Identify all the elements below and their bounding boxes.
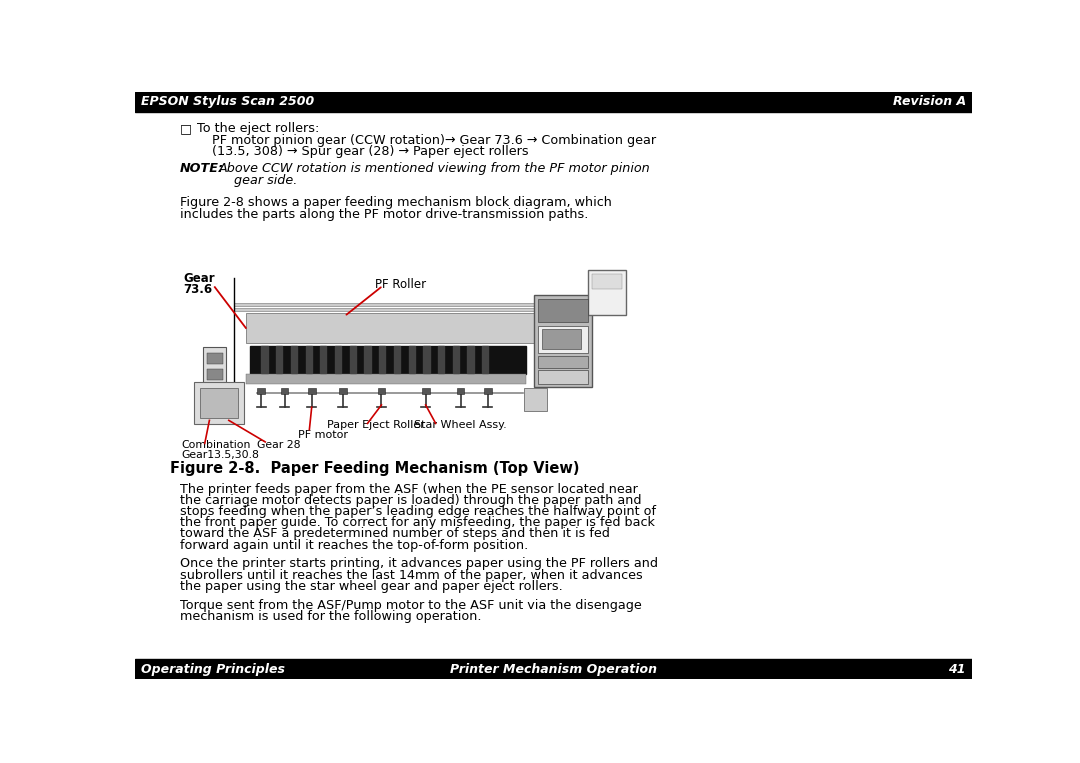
Bar (394, 346, 400, 373)
Text: To the eject rollers:: To the eject rollers: (197, 122, 320, 135)
Bar (453, 346, 459, 373)
Bar (234, 308, 538, 311)
Bar (246, 313, 538, 343)
Text: Above CCW rotation is mentioned viewing from the PF motor pinion: Above CCW rotation is mentioned viewing … (218, 163, 650, 175)
Text: the carriage motor detects paper is loaded) through the paper path and: the carriage motor detects paper is load… (180, 494, 642, 507)
Bar (203, 347, 227, 394)
Text: 73.6: 73.6 (183, 282, 212, 295)
Bar (438, 346, 444, 373)
Bar (422, 388, 430, 394)
Text: includes the parts along the PF motor drive-transmission paths.: includes the parts along the PF motor dr… (180, 208, 589, 221)
Text: mechanism is used for the following operation.: mechanism is used for the following oper… (180, 610, 482, 623)
Text: the front paper guide. To correct for any misfeeding, the paper is fed back: the front paper guide. To correct for an… (180, 517, 654, 530)
Bar (200, 388, 238, 418)
Bar (261, 346, 268, 373)
Bar (339, 388, 347, 394)
Bar (408, 346, 415, 373)
Text: The printer feeds paper from the ASF (when the PE sensor located near: The printer feeds paper from the ASF (wh… (180, 483, 638, 496)
Bar (592, 274, 622, 289)
Text: Operating Principles: Operating Principles (141, 662, 285, 675)
Bar (538, 370, 589, 384)
Bar (538, 298, 589, 322)
Bar (281, 388, 288, 394)
Bar (246, 374, 526, 384)
Text: Printer Mechanism Operation: Printer Mechanism Operation (450, 662, 657, 675)
Bar (538, 326, 589, 353)
Bar (378, 388, 386, 394)
Bar (135, 659, 972, 679)
Bar (379, 346, 386, 373)
Bar (482, 346, 488, 373)
Bar (308, 388, 315, 394)
Bar (335, 346, 341, 373)
Bar (207, 353, 222, 364)
Text: Torque sent from the ASF/Pump motor to the ASF unit via the disengage: Torque sent from the ASF/Pump motor to t… (180, 599, 642, 612)
Text: 41: 41 (948, 662, 966, 675)
Text: PF Roller: PF Roller (375, 278, 427, 291)
Text: toward the ASF a predetermined number of steps and then it is fed: toward the ASF a predetermined number of… (180, 527, 610, 540)
Text: stops feeding when the paper’s leading edge reaches the halfway point of: stops feeding when the paper’s leading e… (180, 505, 656, 518)
Text: Star Wheel Assy.: Star Wheel Assy. (414, 420, 507, 430)
Text: Combination: Combination (181, 439, 251, 449)
Text: (13.5, 308) → Spur gear (28) → Paper eject rollers: (13.5, 308) → Spur gear (28) → Paper eje… (213, 146, 529, 159)
Bar (535, 295, 592, 388)
Text: Gear13.5,30.8: Gear13.5,30.8 (181, 449, 259, 459)
Text: PF motor: PF motor (298, 430, 348, 439)
Text: □: □ (180, 122, 192, 135)
Text: the paper using the star wheel gear and paper eject rollers.: the paper using the star wheel gear and … (180, 580, 563, 593)
Bar (484, 388, 491, 394)
Bar (257, 388, 266, 394)
Text: gear side.: gear side. (234, 174, 297, 187)
Text: Gear: Gear (183, 272, 215, 285)
Bar (350, 346, 356, 373)
Bar (291, 346, 297, 373)
Bar (468, 346, 474, 373)
Bar (207, 369, 222, 379)
Text: EPSON Stylus Scan 2500: EPSON Stylus Scan 2500 (141, 95, 314, 108)
Bar (364, 346, 370, 373)
Text: subrollers until it reaches the last 14mm of the paper, when it advances: subrollers until it reaches the last 14m… (180, 568, 643, 581)
Text: forward again until it reaches the top-of-form position.: forward again until it reaches the top-o… (180, 539, 528, 552)
Bar (249, 346, 526, 374)
Bar (194, 382, 244, 424)
Bar (589, 270, 625, 315)
Text: Figure 2-8.  Paper Feeding Mechanism (Top View): Figure 2-8. Paper Feeding Mechanism (Top… (171, 461, 580, 476)
Text: Gear 28: Gear 28 (257, 439, 301, 449)
Bar (524, 388, 548, 411)
Text: NOTE:: NOTE: (180, 163, 224, 175)
Bar (538, 356, 589, 368)
Bar (423, 346, 430, 373)
Bar (306, 346, 312, 373)
Bar (321, 346, 326, 373)
Text: Revision A: Revision A (893, 95, 966, 108)
Text: Figure 2-8 shows a paper feeding mechanism block diagram, which: Figure 2-8 shows a paper feeding mechani… (180, 196, 612, 209)
Bar (457, 388, 464, 394)
Bar (135, 92, 972, 111)
Bar (276, 346, 282, 373)
Text: PF motor pinion gear (CCW rotation)→ Gear 73.6 → Combination gear: PF motor pinion gear (CCW rotation)→ Gea… (213, 134, 657, 147)
Text: Paper Eject Roller: Paper Eject Roller (327, 420, 426, 430)
Text: Once the printer starts printing, it advances paper using the PF rollers and: Once the printer starts printing, it adv… (180, 558, 658, 571)
Bar (542, 330, 581, 349)
Bar (234, 303, 538, 306)
